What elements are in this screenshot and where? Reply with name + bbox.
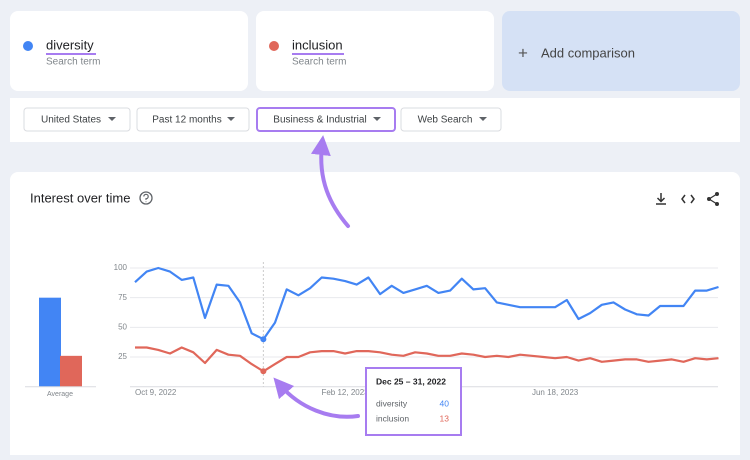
tooltip-name: inclusion	[376, 413, 409, 423]
y-tick-label: 100	[114, 263, 128, 272]
term-name: diversity	[46, 37, 94, 52]
average-bar	[39, 297, 61, 387]
average-bar	[60, 355, 82, 387]
y-tick-label: 75	[118, 293, 127, 302]
embed-icon[interactable]	[681, 194, 695, 204]
x-tick-label: Feb 12, 2023	[321, 388, 369, 397]
average-label: Average	[47, 391, 73, 398]
filters: United States Past 12 months Business & In…	[23, 107, 502, 132]
dropdown-caret	[108, 117, 116, 121]
filter-label: Past 12 months	[152, 115, 221, 126]
tooltip-title: Dec 25 – 31, 2022	[376, 376, 446, 386]
term-subtitle: Search term	[292, 57, 346, 68]
tooltip-value: 13	[440, 413, 450, 423]
chart-card	[10, 172, 740, 460]
tooltip	[365, 367, 462, 436]
filter-chip[interactable]	[23, 107, 131, 132]
term-card[interactable]	[256, 11, 494, 91]
filter-label: Business & Industrial	[273, 115, 366, 126]
series-line	[135, 346, 719, 373]
help-glyph	[143, 193, 149, 203]
filter-label: Web Search	[418, 115, 473, 126]
dropdown-caret	[479, 117, 487, 121]
plot: 25 50 75 100 Oct 9, 2022 Feb 12, 2023 Jun 18, …	[25, 262, 719, 398]
tooltip-name: diversity	[376, 398, 408, 408]
term-subtitle: Search term	[46, 57, 100, 68]
annotation-arrow	[273, 377, 360, 419]
term-card[interactable]	[10, 11, 248, 91]
plus-icon: +	[518, 43, 528, 62]
download-icon[interactable]	[656, 193, 666, 205]
filter-label: United States	[41, 115, 101, 126]
hover-point	[260, 336, 267, 343]
filter-chip[interactable]	[400, 107, 502, 132]
tooltip-rows: diversity 40 inclusion 13	[376, 398, 449, 423]
dropdown-caret	[227, 117, 235, 121]
series-line	[134, 266, 719, 341]
y-tick-label: 50	[118, 322, 127, 331]
term-name: inclusion	[292, 37, 343, 52]
add-label: Add comparison	[541, 45, 635, 60]
x-tick-label: Oct 9, 2022	[135, 388, 177, 397]
share-icon[interactable]	[707, 192, 719, 206]
hover-point	[260, 368, 267, 375]
term-dot	[23, 41, 33, 51]
filter-chip[interactable]	[136, 107, 250, 132]
tooltip-value: 40	[440, 398, 450, 408]
y-tick-label: 25	[118, 352, 127, 361]
add-card[interactable]	[502, 11, 740, 91]
annotation-arrow	[310, 135, 350, 228]
help-icon[interactable]	[139, 191, 153, 205]
term-dot	[269, 41, 279, 51]
filter-chip[interactable]	[256, 107, 396, 132]
dropdown-caret	[373, 117, 381, 121]
x-tick-label: Jun 18, 2023	[532, 388, 579, 397]
chart-title: Interest over time	[30, 190, 130, 205]
